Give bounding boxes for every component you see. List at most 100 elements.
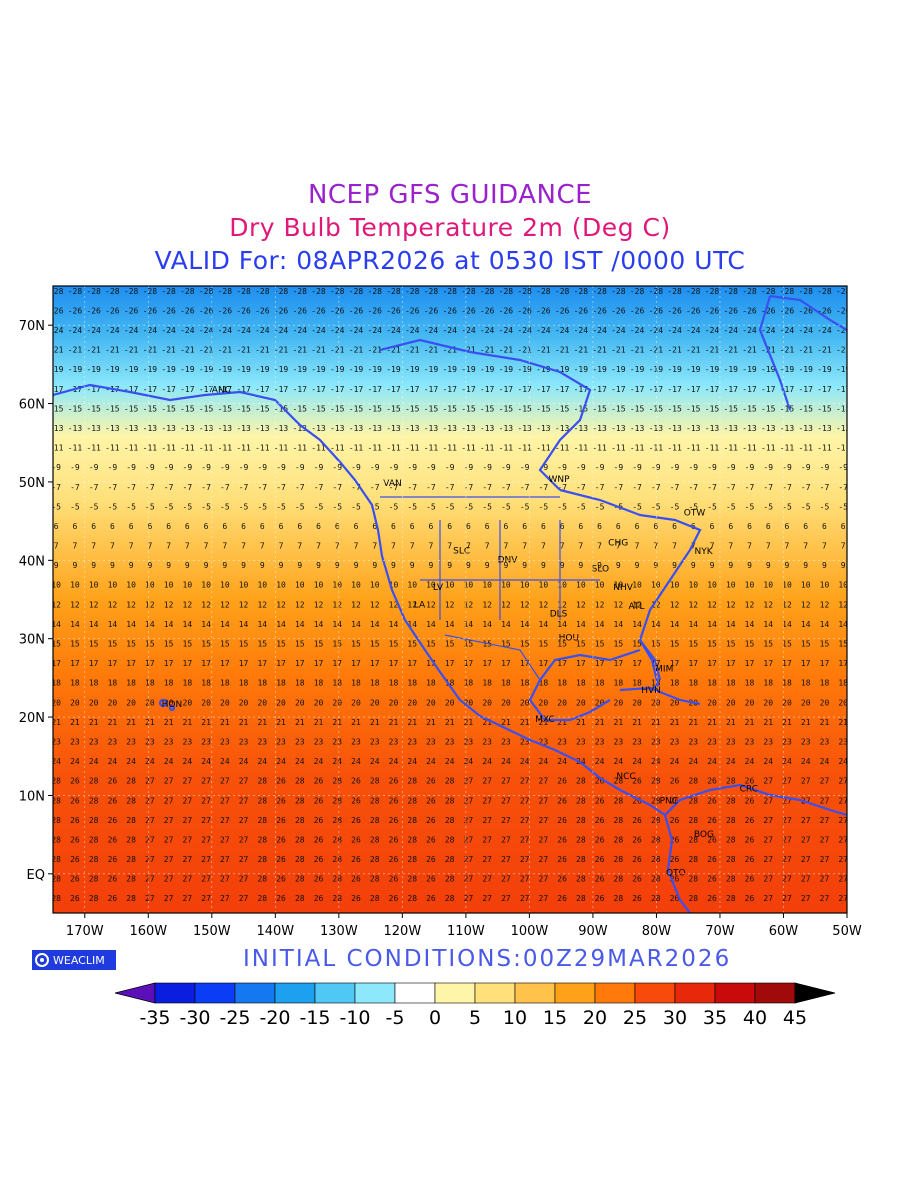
gridpoint-value: -9 [295,463,305,472]
gridpoint-value: 7 [204,542,209,551]
gridpoint-value: 27 [501,875,511,884]
gridpoint-value: 9 [485,561,490,570]
gridpoint-value: 24 [89,757,99,766]
gridpoint-value: 9 [766,561,771,570]
gridpoint-value: -24 [517,326,532,335]
gridpoint-value: 21 [164,718,174,727]
gridpoint-value: -19 [105,365,120,374]
gridpoint-value: -7 [389,483,399,492]
gridpoint-value: -15 [293,404,308,413]
gridpoint-value: 14 [239,620,249,629]
gridpoint-value: 27 [501,777,511,786]
gridpoint-value: 28 [89,816,99,825]
gridpoint-value: 18 [576,679,586,688]
gridpoint-value: -26 [274,306,289,315]
gridpoint-value: -21 [630,346,645,355]
gridpoint-value: 6 [222,522,227,531]
gridpoint-value: 17 [201,659,211,668]
gridpoint-value: 21 [595,718,605,727]
gridpoint-value: -13 [724,424,739,433]
gridpoint-value: 23 [726,737,736,746]
gridpoint-value: -26 [68,306,83,315]
gridpoint-value: -11 [555,444,570,453]
gridpoint-value: -19 [236,365,251,374]
gridpoint-value: 12 [145,600,155,609]
gridpoint-value: 18 [51,679,61,688]
gridpoint-value: -21 [86,346,101,355]
gridpoint-value: -15 [630,404,645,413]
gridpoint-value: 26 [389,816,399,825]
gridpoint-value: 15 [351,640,361,649]
gridpoint-value: 26 [70,894,80,903]
gridpoint-value: 26 [351,835,361,844]
gridpoint-value: -15 [161,404,176,413]
gridpoint-value: 27 [539,875,549,884]
gridpoint-value: -7 [314,483,324,492]
gridpoint-value: -5 [276,502,286,511]
gridpoint-value: -21 [705,346,720,355]
gridpoint-value: 20 [51,698,61,707]
gridpoint-value: 9 [841,561,846,570]
gridpoint-value: 26 [108,875,118,884]
gridpoint-value: -13 [461,424,476,433]
gridpoint-value: -24 [705,326,720,335]
gridpoint-value: 28 [332,835,342,844]
gridpoint-value: 26 [670,777,680,786]
gridpoint-value: -13 [798,424,813,433]
gridpoint-value: -7 [501,483,511,492]
gridpoint-value: 28 [51,894,61,903]
gridpoint-value: 15 [145,640,155,649]
gridpoint-value: 12 [183,600,193,609]
gridpoint-value: 27 [539,894,549,903]
gridpoint-value: 26 [670,855,680,864]
gridpoint-value: -9 [726,463,736,472]
gridpoint-value: 15 [670,640,680,649]
gridpoint-value: 7 [691,542,696,551]
gridpoint-value: 17 [257,659,267,668]
station-label: ATL [628,602,644,612]
gridpoint-value: -5 [707,502,717,511]
gridpoint-value: 15 [314,640,324,649]
gridpoint-value: 20 [164,698,174,707]
lon-label: 70W [705,924,735,939]
gridpoint-value: -9 [838,463,848,472]
gridpoint-value: 7 [73,542,78,551]
gridpoint-value: 7 [110,542,115,551]
gridpoint-value: 7 [166,542,171,551]
gridpoint-value: -21 [536,346,551,355]
gridpoint-value: 21 [838,718,848,727]
gridpoint-value: -28 [330,287,345,296]
gridpoint-value: 28 [726,816,736,825]
gridpoint-value: 18 [632,679,642,688]
gridpoint-value: 28 [445,894,455,903]
gridpoint-value: 23 [407,737,417,746]
gridpoint-value: 14 [820,620,830,629]
gridpoint-value: 27 [820,894,830,903]
gridpoint-value: 18 [108,679,118,688]
gridpoint-value: 9 [316,561,321,570]
gridpoint-value: -21 [105,346,120,355]
gridpoint-value: 23 [501,737,511,746]
gridpoint-value: 23 [539,737,549,746]
gridpoint-value: 27 [520,875,530,884]
station-label: LA [414,600,426,610]
gridpoint-value: 20 [220,698,230,707]
gridpoint-value: -9 [651,463,661,472]
gridpoint-value: -21 [424,346,439,355]
gridpoint-value: -5 [389,502,399,511]
gridpoint-value: 27 [501,816,511,825]
gridpoint-value: 26 [108,855,118,864]
gridpoint-value: -26 [574,306,589,315]
gridpoint-value: -11 [424,444,439,453]
gridpoint-value: 21 [464,718,474,727]
gridpoint-value: -28 [499,287,514,296]
gridpoint-value: 17 [445,659,455,668]
gridpoint-value: -9 [539,463,549,472]
gridpoint-value: 17 [220,659,230,668]
gridpoint-value: -24 [836,326,851,335]
gridpoint-value: 17 [801,659,811,668]
gridpoint-value: -19 [143,365,158,374]
gridpoint-value: -19 [86,365,101,374]
gridpoint-value: 14 [183,620,193,629]
gridpoint-value: 12 [651,600,661,609]
